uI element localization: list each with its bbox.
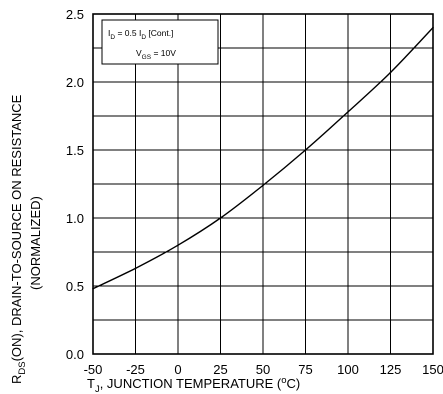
y-tick-label: 0.0 xyxy=(66,347,84,362)
y-axis-label-line-1: RDS(ON), DRAIN-TO-SOURCE ON RESISTANCE xyxy=(9,94,28,384)
x-axis-label: TJ, JUNCTION TEMPERATURE (oC) xyxy=(87,375,300,394)
data-point xyxy=(262,184,264,187)
y-tick-label: 2.0 xyxy=(66,75,84,90)
legend-box: ID = 0.5 ID [Cont.] VGS = 10V xyxy=(101,19,219,65)
x-tick-label: 125 xyxy=(380,362,402,377)
x-tick-label: 25 xyxy=(213,362,227,377)
data-point xyxy=(177,244,179,246)
data-point xyxy=(134,267,137,270)
plot-frame xyxy=(92,13,434,355)
data-point xyxy=(219,217,222,219)
y-tick-label: 0.5 xyxy=(66,279,84,294)
y-axis-label-2: (NORMALIZED) xyxy=(28,196,43,290)
grid xyxy=(93,14,433,354)
data-point xyxy=(304,149,307,151)
data-point xyxy=(347,111,349,113)
legend-line-2: VGS = 10V xyxy=(136,48,176,61)
data-point xyxy=(432,26,434,29)
y-axis-label: RDS(ON), DRAIN-TO-SOURCE ON RESISTANCE xyxy=(9,94,28,384)
x-tick-label: -50 xyxy=(84,362,103,377)
x-tick-label: 0 xyxy=(174,362,181,377)
legend-line-1: ID = 0.5 ID [Cont.] xyxy=(108,28,173,41)
x-tick-label: 100 xyxy=(337,362,359,377)
data-point xyxy=(389,71,392,74)
y-tick-label: 1.5 xyxy=(66,143,84,158)
x-tick-label: 75 xyxy=(298,362,312,377)
y-tick-label: 2.5 xyxy=(66,7,84,22)
x-tick-label: 150 xyxy=(422,362,443,377)
x-tick-label: -25 xyxy=(126,362,145,377)
x-tick-label: 50 xyxy=(256,362,270,377)
tick-labels: -50 -25 0 25 50 75 100 125 150 0.0 0.5 1.0 1.5 2.0 2.5 xyxy=(66,7,443,377)
data-point xyxy=(92,287,94,290)
y-axis-label-line-2: (NORMALIZED) xyxy=(28,196,43,290)
y-tick-label: 1.0 xyxy=(66,211,84,226)
series-layer xyxy=(92,26,434,290)
